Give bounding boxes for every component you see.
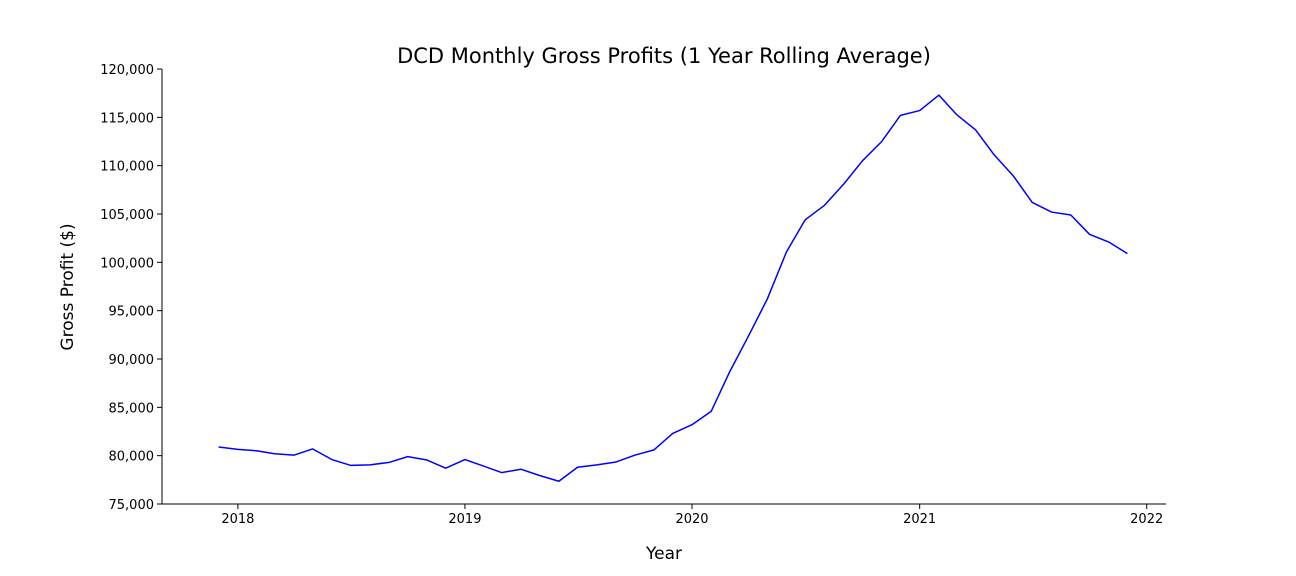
y-tick-label: 95,000 xyxy=(109,305,155,320)
x-tick-label: 2019 xyxy=(448,512,481,527)
y-axis-title: Gross Profit ($) xyxy=(58,223,78,350)
y-tick-label: 105,000 xyxy=(100,208,154,223)
y-tick-label: 100,000 xyxy=(100,256,154,271)
x-tick-label: 2022 xyxy=(1130,512,1163,527)
y-tick-label: 75,000 xyxy=(109,498,155,513)
y-tick-label: 80,000 xyxy=(109,450,155,465)
x-tick-label: 2020 xyxy=(675,512,708,527)
y-tick-label: 90,000 xyxy=(109,353,155,368)
x-axis-title: Year xyxy=(645,544,682,564)
y-tick-label: 115,000 xyxy=(100,111,154,126)
series-line xyxy=(218,94,1128,483)
y-tick-label: 85,000 xyxy=(109,401,155,416)
y-axis-ticks: 75,000 80,000 85,000 90,000 95,000 100,000 105… xyxy=(100,63,162,513)
y-tick-label: 120,000 xyxy=(100,63,154,78)
x-axis-ticks: 2018 2019 2020 2021 2022 xyxy=(221,504,1163,527)
y-tick-label: 110,000 xyxy=(100,160,154,175)
x-tick-label: 2018 xyxy=(221,512,254,527)
chart-title: DCD Monthly Gross Profits (1 Year Rollin… xyxy=(397,44,931,68)
x-tick-label: 2021 xyxy=(903,512,936,527)
